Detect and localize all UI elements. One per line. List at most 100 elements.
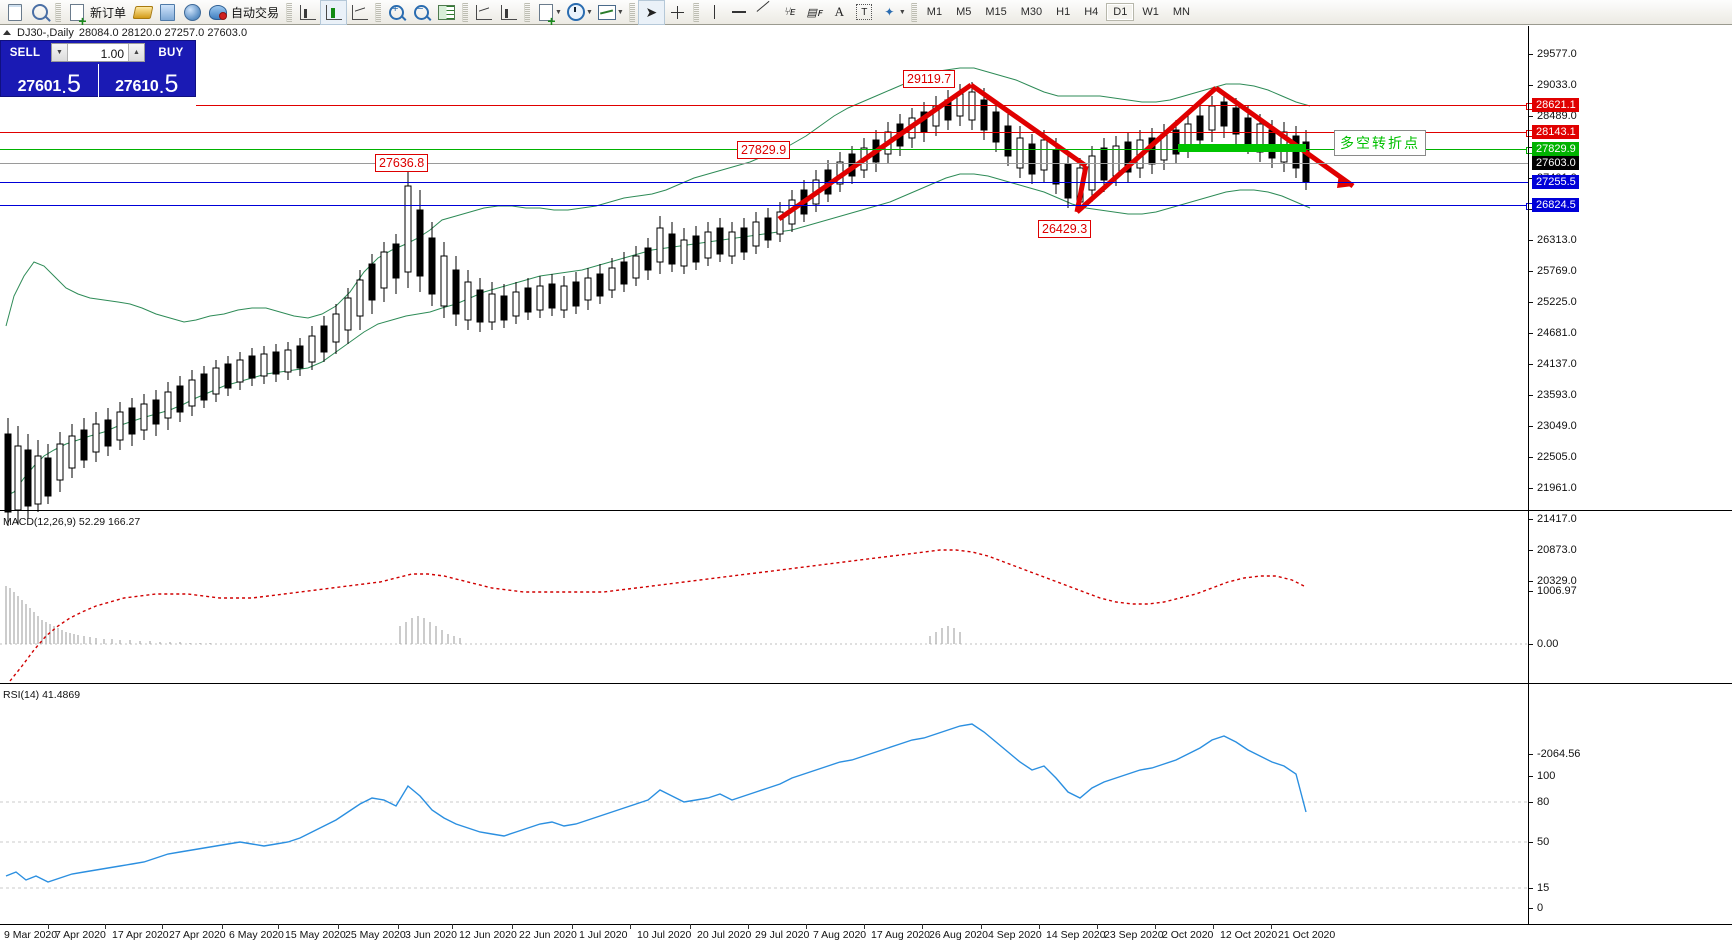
chart-drawing-layer xyxy=(0,67,1528,889)
buy-label[interactable]: BUY xyxy=(158,46,184,59)
text-icon[interactable]: A xyxy=(827,1,852,24)
time-tick: 3 Jun 2020 xyxy=(398,924,457,941)
text-label-icon[interactable]: T xyxy=(852,1,877,24)
axis-tick: 29577.0 xyxy=(1529,48,1577,60)
tile-windows-icon[interactable] xyxy=(434,1,459,24)
time-tick: 23 Sep 2020 xyxy=(1097,924,1164,941)
macd-axis-tick: -2064.56 xyxy=(1529,748,1580,760)
macd-histogram xyxy=(5,586,961,644)
indicators-icon[interactable] xyxy=(533,1,558,26)
shapes-icon[interactable]: ✦ xyxy=(884,5,895,19)
annotation-27829[interactable]: 27829.9 xyxy=(737,141,791,159)
time-tick: 15 May 2020 xyxy=(278,924,346,941)
timeframe-h1[interactable]: H1 xyxy=(1056,6,1071,18)
price-axis[interactable]: 29577.0 29033.0 28489.0 27945.0 27401.0 … xyxy=(1528,26,1732,924)
zoom-out-icon[interactable] xyxy=(409,1,434,24)
macd-signal-line xyxy=(9,549,1305,682)
axis-tick: 21961.0 xyxy=(1529,482,1577,494)
support-line-27255[interactable] xyxy=(0,182,1528,183)
time-tick: 10 Jul 2020 xyxy=(629,924,692,941)
green-highlight-bar[interactable] xyxy=(1178,144,1306,152)
time-axis[interactable]: 9 Mar 2020 7 Apr 2020 17 Apr 2020 27 Apr… xyxy=(0,924,1732,949)
timeframe-m30[interactable]: M30 xyxy=(1020,6,1043,18)
resistance-line-28143[interactable] xyxy=(0,130,1533,137)
sell-price-button[interactable]: 27601 . 5 xyxy=(1,64,99,97)
sell-label[interactable]: SELL xyxy=(9,46,41,59)
time-tick: 2 Oct 2020 xyxy=(1154,924,1214,941)
bar-chart-icon[interactable] xyxy=(295,1,320,24)
cursor-icon[interactable]: ➤ xyxy=(637,0,665,25)
axis-tick: 21417.0 xyxy=(1529,513,1577,525)
volume-increment-icon[interactable]: ▲ xyxy=(128,44,144,61)
chart-canvas[interactable]: 29119.7 27829.9 27636.8 26429.3 多空转折点 MA… xyxy=(0,26,1732,924)
chart-symbol-line: DJ30-,Daily 28084.0 28120.0 27257.0 2760… xyxy=(0,26,247,39)
data-window-icon[interactable] xyxy=(27,1,52,24)
axis-tick: 20873.0 xyxy=(1529,544,1577,556)
main-toolbar: 新订单 自动交易 ▼ ▼ ▼ ➤ ⑂ᴇ ▤ꜰ A T ✦ xyxy=(0,0,1732,26)
volume-stepper[interactable]: ▼ 1.00 ▲ xyxy=(51,43,145,62)
time-tick: 1 Jul 2020 xyxy=(571,924,628,941)
equidistant-channel-icon[interactable]: ▤ꜰ xyxy=(806,6,823,19)
axis-tick: 24137.0 xyxy=(1529,358,1577,370)
trend-arrow-head xyxy=(1337,174,1353,188)
market-watch-icon[interactable] xyxy=(2,1,27,24)
chart-shift-icon[interactable] xyxy=(496,1,521,24)
time-tick: 26 Aug 2020 xyxy=(922,924,988,941)
chevron-down-icon[interactable]: ▼ xyxy=(555,8,562,16)
candlestick-chart-icon[interactable] xyxy=(320,0,348,25)
vertical-line-icon[interactable] xyxy=(702,1,727,24)
symbol-name: DJ30-,Daily xyxy=(17,26,74,39)
timeframe-m15[interactable]: M15 xyxy=(985,6,1007,18)
one-click-trading-panel[interactable]: SELL ▼ 1.00 ▲ BUY 27601 . 5 27610 . 5 xyxy=(0,40,196,97)
signals-icon[interactable] xyxy=(180,1,205,24)
volume-decrement-icon[interactable]: ▼ xyxy=(52,44,68,61)
annotation-27636[interactable]: 27636.8 xyxy=(375,154,429,172)
timeframe-h4[interactable]: H4 xyxy=(1084,6,1099,18)
axis-tick: 28489.0 xyxy=(1529,110,1577,122)
annotation-26429[interactable]: 26429.3 xyxy=(1038,220,1092,238)
horizontal-line-icon[interactable] xyxy=(727,1,752,24)
period-clock-icon[interactable] xyxy=(564,1,589,24)
volume-input[interactable]: 1.00 xyxy=(100,47,124,61)
time-tick: 29 Jul 2020 xyxy=(747,924,810,941)
axis-tick: 25225.0 xyxy=(1529,296,1577,308)
trendline-icon[interactable] xyxy=(752,1,777,24)
pane-separator-main-macd xyxy=(0,510,1732,511)
price-label-28621: 28621.1 xyxy=(1532,98,1579,112)
toolbar-separator xyxy=(286,2,293,22)
timeframe-d1[interactable]: D1 xyxy=(1106,3,1135,21)
crosshair-icon[interactable] xyxy=(665,1,690,24)
fibonacci-icon[interactable]: ⑂ᴇ xyxy=(783,6,796,18)
time-tick: 4 Sep 2020 xyxy=(981,924,1042,941)
auto-scroll-icon[interactable] xyxy=(471,1,496,24)
toolbar-separator xyxy=(692,2,699,22)
timeframe-w1[interactable]: W1 xyxy=(1142,6,1159,18)
metaeditor-icon[interactable] xyxy=(205,1,230,24)
toolbar-separator xyxy=(55,2,61,22)
auto-trading-label[interactable]: 自动交易 xyxy=(231,5,280,20)
timeframe-m5[interactable]: M5 xyxy=(956,6,972,18)
line-chart-icon[interactable] xyxy=(347,1,372,24)
strategy-tester-icon[interactable] xyxy=(155,1,180,24)
axis-tick: 20329.0 xyxy=(1529,575,1577,587)
buy-price-button[interactable]: 27610 . 5 xyxy=(99,64,196,97)
buy-price-decimal: 5 xyxy=(164,70,179,98)
chevron-down-icon[interactable]: ▼ xyxy=(898,8,906,16)
templates-icon[interactable] xyxy=(595,1,620,24)
time-tick: 12 Oct 2020 xyxy=(1212,924,1278,941)
turning-point-annotation[interactable]: 多空转折点 xyxy=(1334,130,1426,156)
resistance-line-28621[interactable] xyxy=(196,103,1533,110)
timeframe-mn[interactable]: MN xyxy=(1172,6,1190,18)
timeframe-m1[interactable]: M1 xyxy=(926,6,943,18)
new-order-icon[interactable] xyxy=(64,1,89,26)
zoom-in-icon[interactable] xyxy=(384,1,409,24)
chevron-down-icon[interactable]: ▼ xyxy=(585,8,593,16)
new-order-label[interactable]: 新订单 xyxy=(90,5,127,20)
chevron-down-icon[interactable]: ▼ xyxy=(616,8,624,16)
expand-icon[interactable] xyxy=(3,30,11,35)
buy-price-separator: . xyxy=(159,80,164,96)
support-line-26824[interactable] xyxy=(0,203,1533,210)
annotation-29119[interactable]: 29119.7 xyxy=(903,70,956,88)
mql5-community-icon[interactable] xyxy=(130,1,155,24)
axis-tick: 24681.0 xyxy=(1529,327,1577,339)
